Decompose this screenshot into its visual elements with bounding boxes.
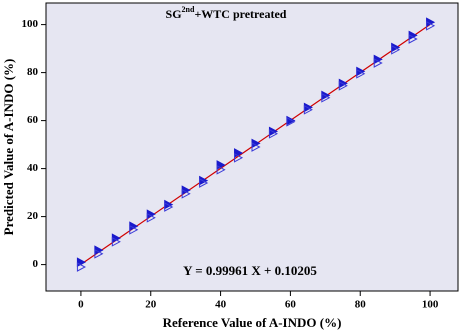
data-point: [216, 164, 226, 175]
data-point: [111, 236, 121, 247]
x-tick-label: 20: [145, 299, 157, 311]
data-point: [356, 68, 366, 79]
x-tick-label: 40: [215, 299, 227, 311]
data-point: [76, 262, 86, 272]
data-point: [164, 202, 174, 212]
x-tick-label: 80: [355, 299, 367, 311]
data-point: [408, 34, 418, 44]
data-point: [321, 92, 331, 103]
data-point: [129, 224, 139, 235]
data-point: [181, 188, 191, 199]
data-point: [94, 248, 104, 259]
y-tick-label: 100: [22, 18, 39, 30]
data-point: [234, 152, 244, 163]
x-tick-label: 100: [422, 299, 439, 311]
title-rest: +WTC pretreated: [194, 7, 286, 21]
y-tick-label: 60: [27, 114, 39, 126]
x-tick-label: 0: [78, 299, 84, 311]
data-point: [286, 116, 296, 127]
chart-title: SG2nd+WTC pretreated: [166, 5, 287, 21]
y-tick-label: 80: [27, 66, 39, 78]
title-base: SG: [166, 7, 182, 21]
data-point: [426, 20, 436, 31]
data-point: [391, 44, 401, 55]
y-tick-label: 40: [27, 162, 39, 174]
data-point: [251, 142, 261, 152]
data-point: [373, 58, 383, 68]
data-point: [146, 212, 156, 223]
title-sup: 2nd: [182, 5, 195, 14]
y-tick-label: 20: [27, 210, 39, 222]
y-tick-label: 0: [33, 258, 39, 270]
x-axis-label: Reference Value of A-INDO (%): [163, 315, 342, 330]
data-point: [199, 178, 209, 188]
y-axis-label: Predicted Value of A-INDO (%): [1, 59, 16, 236]
x-tick-label: 60: [285, 299, 297, 311]
data-point: [268, 128, 279, 139]
data-point: [303, 104, 313, 115]
fit-equation: Y = 0.99961 X + 0.10205: [183, 263, 317, 278]
data-point: [338, 80, 348, 91]
